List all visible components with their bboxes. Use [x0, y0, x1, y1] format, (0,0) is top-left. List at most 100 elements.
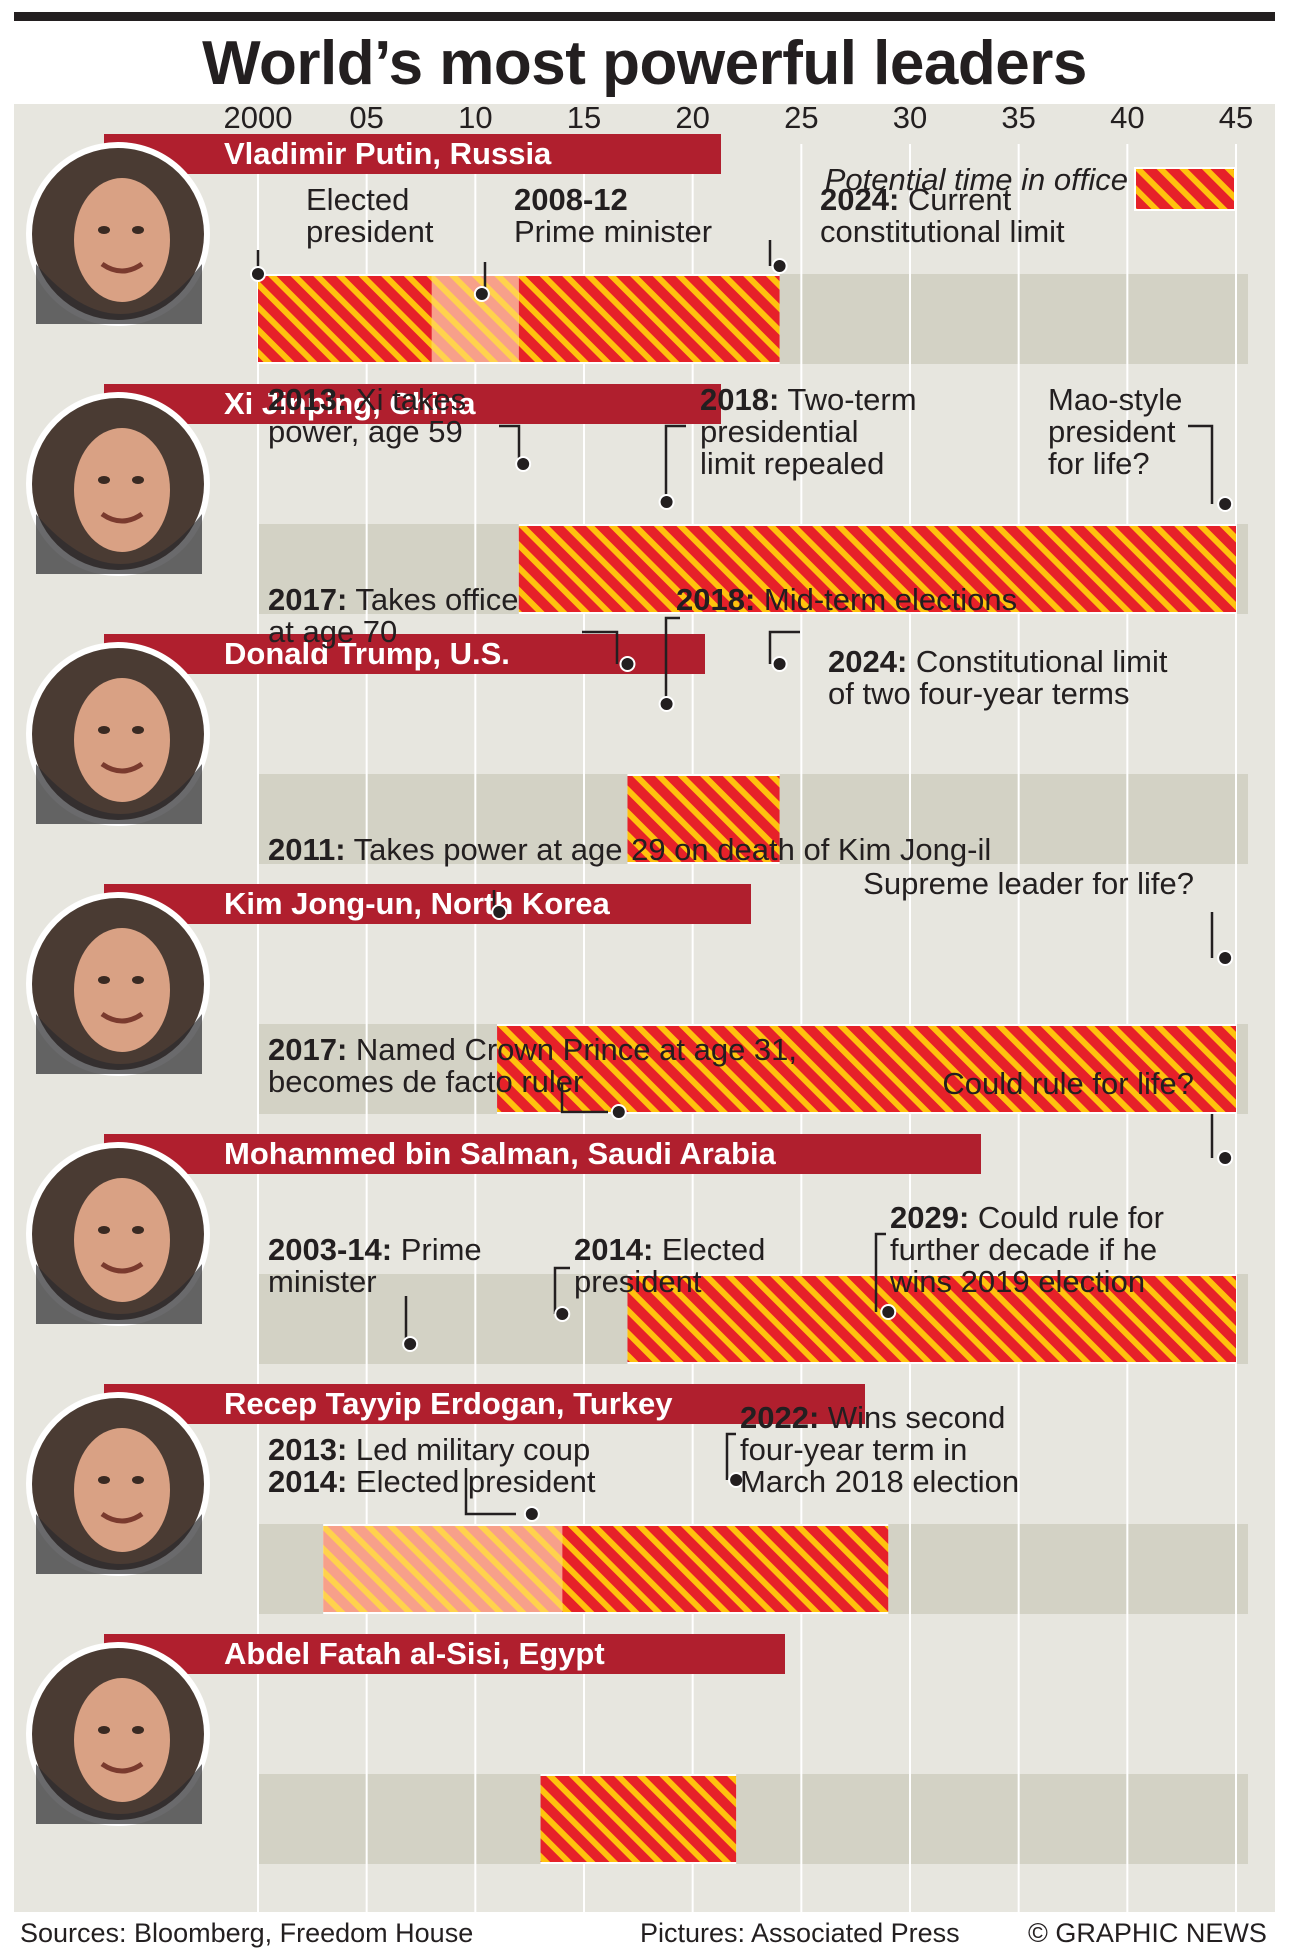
annotation-text: further decade if he — [890, 1232, 1157, 1267]
portrait-face — [74, 1178, 170, 1302]
annotation-desc: Elected president — [347, 1464, 596, 1499]
portrait-eye — [98, 726, 110, 734]
annotation-desc: of two four-year terms — [828, 676, 1129, 711]
annotation-year: 2014: — [574, 1232, 653, 1267]
kim-portrait-icon — [26, 892, 210, 1076]
leader-banner — [104, 1384, 865, 1424]
annotation-marker — [515, 456, 532, 472]
legend-label: Potential time in office — [825, 162, 1128, 197]
annotation-text: 2003-14: Prime — [268, 1232, 482, 1267]
leader-row: Kim Jong-un, North Korea 2011: Takes powe… — [26, 832, 1237, 1114]
portrait-shoulders — [36, 514, 202, 574]
annotation-text: 2013: Xi takes — [268, 382, 466, 417]
annotation-marker — [619, 656, 636, 672]
bar-segment — [627, 1276, 1236, 1362]
portrait-face — [74, 928, 170, 1052]
annotation-text: 2018: Two-term — [700, 382, 917, 417]
annotation-marker — [771, 656, 788, 672]
portrait-shoulders — [36, 1014, 202, 1074]
x-tick-label: 10 — [458, 104, 492, 135]
annotation-year: 2018: — [700, 382, 779, 417]
annotation-text: 2013: Led military coup — [268, 1432, 590, 1467]
leader-banner — [104, 1634, 785, 1674]
annotation-marker — [658, 696, 675, 712]
annotation-leader-line — [1188, 424, 1214, 504]
annotation-year: 2011: — [268, 832, 346, 867]
annotation-year: 2029: — [890, 1200, 969, 1235]
xi-portrait-icon — [26, 392, 210, 576]
annotation-leader-line — [464, 1468, 516, 1516]
annotation-year: 2013: — [268, 382, 347, 417]
annotation-text: power, age 59 — [268, 414, 463, 449]
pictures-credit: Pictures: Associated Press — [640, 1918, 960, 1948]
portrait-eye — [132, 726, 144, 734]
annotation-desc: Elected — [306, 182, 409, 217]
portrait-eye — [132, 476, 144, 484]
portrait-shoulders — [36, 764, 202, 824]
annotation-marker — [1217, 950, 1234, 966]
annotation-leader-line — [768, 630, 800, 664]
annotation-desc: wins 2019 election — [889, 1264, 1145, 1299]
annotation-desc: Named Crown Prince at age 31, — [347, 1032, 797, 1067]
annotation-desc: four-year term in — [740, 1432, 967, 1467]
row-band — [258, 1774, 1248, 1864]
annotation-desc: Supreme leader for life? — [863, 866, 1194, 901]
putin-portrait-icon — [26, 142, 210, 326]
annotation-text: constitutional limit — [820, 214, 1065, 249]
annotation-year: 2024: — [820, 182, 899, 217]
annotation-desc: Current — [899, 182, 1011, 217]
annotation-desc: presidential — [700, 414, 859, 449]
portrait-face — [74, 1428, 170, 1552]
bar-segment-pale — [431, 276, 519, 362]
annotation-text: 2029: Could rule for — [890, 1200, 1164, 1235]
portrait-mouth — [100, 1511, 144, 1524]
x-tick-label: 25 — [784, 104, 818, 135]
annotation-desc: Two-term — [779, 382, 916, 417]
annotation-text: presidential — [700, 414, 859, 449]
annotation-desc: Prime — [392, 1232, 482, 1267]
annotation-marker — [658, 494, 675, 510]
portrait-face — [74, 1678, 170, 1802]
annotation-leader-line — [664, 424, 686, 502]
annotation-text: becomes de facto ruler — [268, 1064, 583, 1099]
portrait-eye — [98, 976, 110, 984]
leader-banner — [104, 134, 721, 174]
leader-row: Mohammed bin Salman, Saudi Arabia 2017: N… — [26, 1032, 1236, 1364]
term-bar — [497, 1024, 1237, 1114]
annotation-leader-line — [560, 1084, 608, 1114]
x-tick-label: 30 — [893, 104, 927, 135]
chart-panel: 2000 05 10 15 20 25 30 35 40 45 Vladimir Putin, R… — [14, 100, 1275, 1912]
annotation-text: for life? — [1048, 446, 1150, 481]
annotation-leader-line — [582, 630, 619, 664]
bar-segment — [627, 776, 780, 862]
annotation-marker — [610, 1104, 627, 1120]
portrait-eye — [132, 976, 144, 984]
annotation-year: 2022: — [740, 1400, 819, 1435]
x-tick-label: 35 — [1001, 104, 1035, 135]
sisi-portrait-icon — [26, 1642, 210, 1826]
legend-swatch — [1134, 167, 1236, 211]
portrait-eye — [132, 1476, 144, 1484]
annotation-marker — [771, 258, 788, 274]
annotation-text: 2024: Current — [820, 182, 1012, 217]
portrait-mouth — [100, 261, 144, 274]
annotation-desc: Wins second — [819, 1400, 1005, 1435]
annotation-year: 2003-14: — [268, 1232, 392, 1267]
annotation-marker — [402, 1336, 419, 1352]
annotation-desc: Mao-style — [1048, 382, 1182, 417]
x-tick-label: 45 — [1219, 104, 1253, 135]
portrait-mouth — [100, 761, 144, 774]
bar-segment-pale — [323, 1526, 563, 1612]
portrait-eye — [98, 476, 110, 484]
annotation-text: wins 2019 election — [889, 1264, 1145, 1299]
annotation-text: Mao-style — [1048, 382, 1182, 417]
annotation-marker — [728, 1472, 745, 1488]
annotation-leader-line — [499, 424, 521, 464]
x-tick-label: 40 — [1110, 104, 1144, 135]
bar-segment — [518, 276, 780, 362]
annotation-leader-line — [553, 1266, 570, 1314]
portrait-mouth — [100, 1761, 144, 1774]
x-tick-label: 05 — [349, 104, 383, 135]
timeline-chart: 2000 05 10 15 20 25 30 35 40 45 Vladimir Putin, R… — [26, 100, 1253, 1912]
